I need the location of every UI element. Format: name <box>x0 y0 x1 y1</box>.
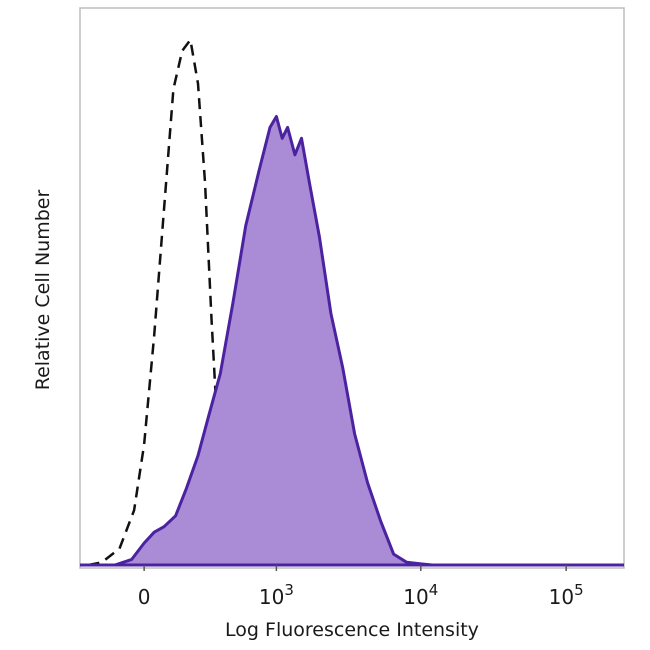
series-1-area <box>114 116 447 565</box>
x-tick-label-3: 105 <box>549 581 584 609</box>
x-axis-ticks: 0 103 104 105 <box>138 565 584 609</box>
x-tick-label-0: 0 <box>138 585 151 609</box>
series-layer <box>88 38 447 567</box>
series-1-line <box>114 115 447 567</box>
y-axis-title: Relative Cell Number <box>32 190 54 391</box>
x-tick-label-2: 104 <box>403 581 438 609</box>
x-tick-label-1: 103 <box>259 581 294 609</box>
x-axis-title: Log Fluorescence Intensity <box>225 619 479 641</box>
